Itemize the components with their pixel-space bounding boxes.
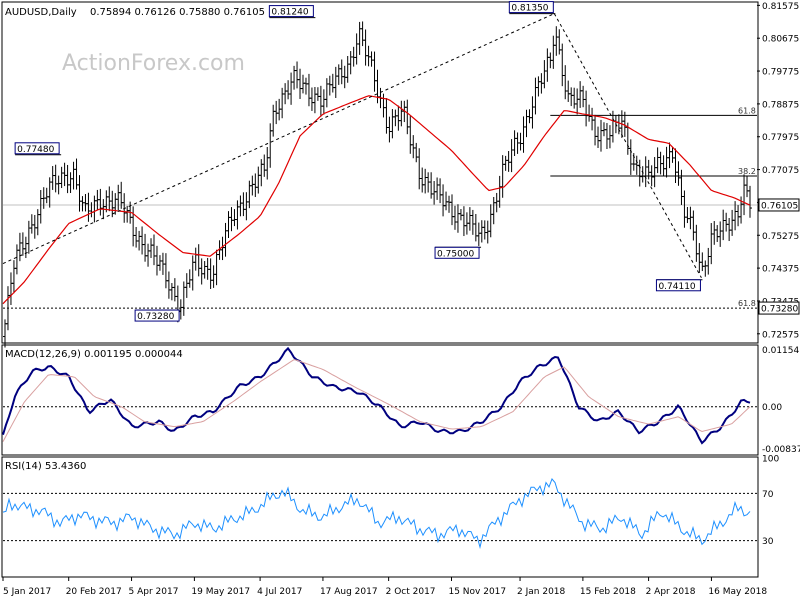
annotation-text: 0.75000: [437, 249, 474, 259]
macd-title: MACD(12,26,9) 0.001195 0.000044: [5, 349, 183, 360]
rsi-layer: [2, 478, 757, 550]
price-annotation: 0.73280: [134, 309, 182, 322]
fib-level-label: 61.8: [738, 299, 756, 308]
rsi-title: RSI(14) 53.4360: [5, 461, 86, 472]
rsi-line: [2, 478, 751, 550]
rsi-tick-label: 100: [762, 455, 779, 465]
price-tick-label: 0.81575: [762, 2, 799, 12]
macd-layer: [2, 346, 757, 445]
header-symbol: AUDUSD,Daily: [5, 7, 77, 18]
annotation-text: 0.81350: [511, 4, 548, 14]
label-layer: 0.77480 0.81240 0.75000 0.81350 0.74110 0.732…: [14, 1, 800, 322]
header-ohlc: 0.75894 0.76126 0.75880 0.76105: [90, 7, 265, 18]
price-tick-label: 0.77975: [762, 133, 799, 143]
date-tick-label: 2 Oct 2017: [386, 587, 436, 597]
trendline: [553, 13, 702, 279]
rsi-tick-label: 30: [762, 537, 774, 547]
price-tick-label: 0.72575: [762, 330, 799, 340]
macd-tick-label: 0.01154: [762, 346, 799, 356]
watermark: ActionForex.com: [62, 51, 245, 76]
date-tick-label: 15 Nov 2017: [448, 587, 506, 597]
right-price-label: 0.76105: [758, 198, 800, 212]
annotation-text: 0.73280: [137, 312, 174, 322]
annotation-text: 0.81240: [271, 8, 308, 18]
price-tick-label: 0.79775: [762, 68, 799, 78]
price-tick-label: 0.75275: [762, 232, 799, 242]
date-tick-label: 15 Feb 2018: [580, 587, 636, 597]
price-tick-label: 0.78875: [762, 100, 799, 110]
price-tick-label: 0.80675: [762, 35, 799, 45]
price-annotation: 0.74110: [655, 279, 703, 292]
price-tick-label: 0.77075: [762, 166, 799, 176]
date-tick-label: 20 Feb 2017: [66, 587, 122, 597]
rsi-panel-frame: [1, 456, 759, 578]
date-tick-label: 19 May 2017: [191, 587, 250, 597]
price-panel-frame: [1, 1, 759, 344]
price-annotation: 0.81240: [268, 5, 316, 19]
price-annotation: 0.77480: [14, 142, 62, 156]
annotation-text: 0.74110: [658, 282, 695, 292]
date-tick-label: 4 Jul 2017: [257, 587, 302, 597]
date-tick-label: 2 Jan 2018: [517, 587, 565, 597]
right-price-label-text: 0.76105: [761, 201, 798, 211]
date-tick-label: 16 May 2018: [708, 587, 767, 597]
date-tick-label: 5 Apr 2017: [129, 587, 179, 597]
price-annotation: 0.81350: [508, 1, 556, 15]
ohlc-bar: [748, 185, 752, 218]
macd-panel-frame: [1, 344, 759, 456]
price-annotation: 0.75000: [434, 246, 482, 259]
macd-tick-label: -0.008372: [762, 445, 800, 455]
date-tick-label: 17 Aug 2017: [320, 587, 378, 597]
rsi-tick-label: 70: [762, 490, 774, 500]
annotation-text: 0.77480: [17, 145, 54, 155]
right-price-label: 0.73280: [758, 301, 800, 315]
macd-line: [2, 346, 751, 445]
moving-average-line: [2, 95, 751, 305]
date-tick-label: 5 Jan 2017: [3, 587, 51, 597]
fib-level-label: 61.8: [738, 106, 756, 115]
price-tick-label: 0.74375: [762, 265, 799, 275]
price-layer: 61.8 38.2 61.8: [2, 13, 757, 348]
macd-signal-line: [2, 359, 751, 442]
fib-level-label: 38.2: [738, 167, 756, 176]
macd-tick-label: 0.00: [762, 403, 782, 413]
trendline: [2, 13, 555, 265]
date-tick-label: 2 Apr 2018: [646, 587, 696, 597]
right-price-label-text: 0.73280: [761, 305, 798, 315]
